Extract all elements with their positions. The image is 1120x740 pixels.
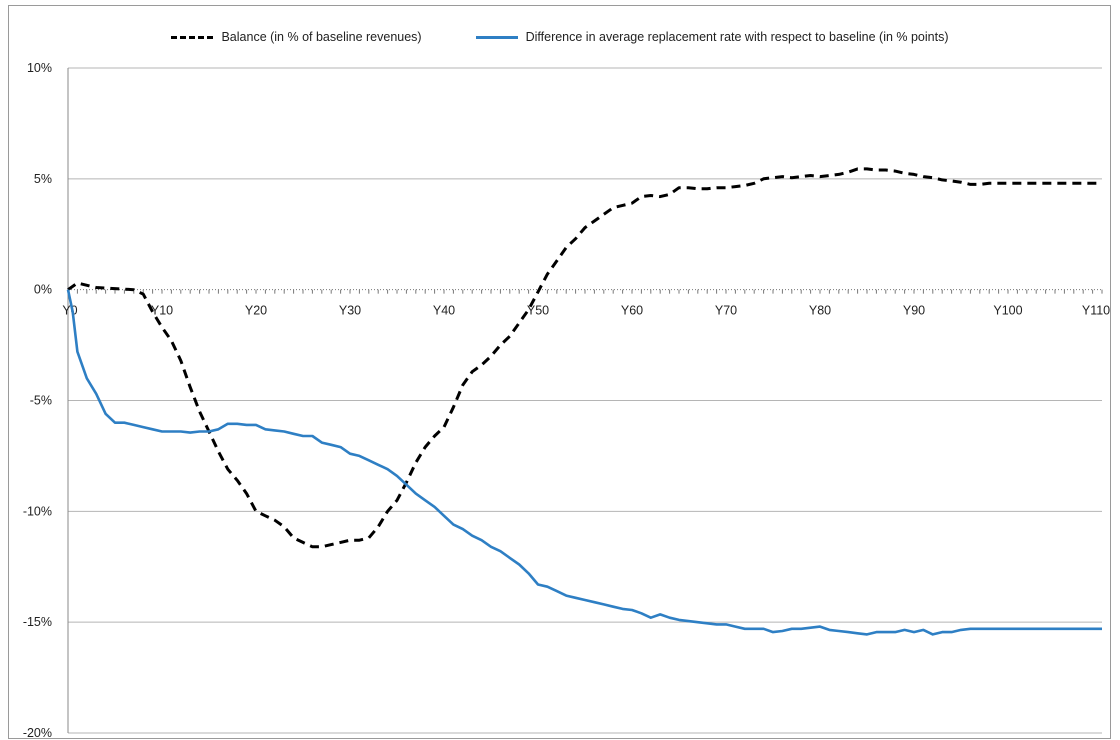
- y-tick-label: 0%: [34, 283, 52, 297]
- x-tick-label: Y40: [433, 304, 455, 318]
- x-axis: Y0 Y10 Y20 Y30 Y40 Y50 Y60 Y70 Y80 Y90 Y100 Y110: [62, 289, 1110, 318]
- x-tick-label: Y0: [62, 304, 77, 318]
- x-tick-label: Y100: [993, 304, 1022, 318]
- series-lines: [66, 167, 1102, 636]
- x-tick-label: Y110: [1082, 304, 1110, 318]
- y-tick-label: -5%: [30, 394, 52, 408]
- y-tick-label: 5%: [34, 172, 52, 186]
- x-tick-label: Y60: [621, 304, 643, 318]
- y-axis: 10% 5% 0% -5% -10% -15% -20%: [23, 61, 69, 740]
- legend-item-balance: Balance (in % of baseline revenues): [171, 26, 422, 48]
- y-tick-label: -10%: [23, 504, 52, 518]
- y-tick-label: 10%: [27, 61, 52, 75]
- gridlines: [68, 67, 1102, 734]
- legend-swatch-replacement-rate: [475, 35, 518, 39]
- chart-legend: Balance (in % of baseline revenues) Diff…: [0, 26, 1120, 48]
- x-tick-label: Y90: [903, 304, 925, 318]
- x-tick-label: Y50: [527, 304, 549, 318]
- chart-frame: [8, 5, 1111, 739]
- legend-swatch-balance: [171, 35, 214, 39]
- series-line-balance: [67, 167, 1102, 549]
- x-tick-label: Y30: [339, 304, 361, 318]
- legend-item-replacement-rate: Difference in average replacement rate w…: [475, 26, 949, 48]
- x-tick-label: Y70: [715, 304, 737, 318]
- x-tick-label: Y20: [245, 304, 267, 318]
- legend-label-replacement-rate: Difference in average replacement rate w…: [525, 30, 949, 44]
- x-tick-label: Y80: [809, 304, 831, 318]
- series-line-replacement-rate: [66, 289, 1102, 636]
- y-tick-label: -20%: [23, 726, 52, 740]
- x-tick-label: Y10: [151, 304, 173, 318]
- legend-label-balance: Balance (in % of baseline revenues): [221, 30, 422, 44]
- y-tick-label: -15%: [23, 615, 52, 629]
